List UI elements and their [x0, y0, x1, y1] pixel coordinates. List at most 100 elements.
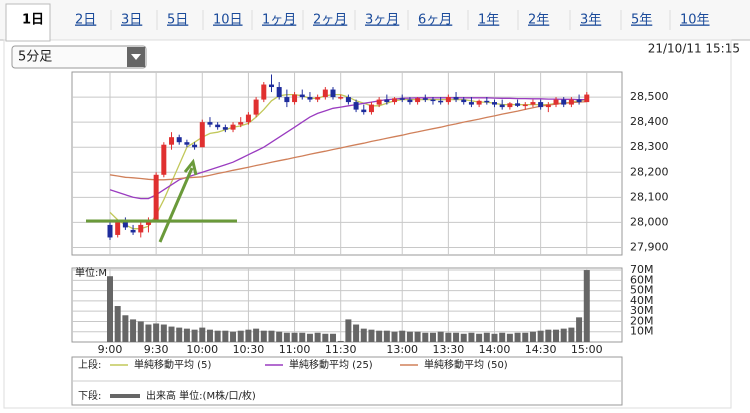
volume-bar [145, 324, 152, 342]
legend-label: 出来高 単位:(M株/口/枚) [146, 389, 256, 402]
legend-label: 単純移動平均 (25) [289, 358, 373, 371]
candle-body [322, 89, 328, 98]
candle-body [453, 97, 459, 100]
candle-body [330, 89, 336, 98]
candle-body [415, 98, 421, 103]
candle-body [222, 127, 228, 130]
volume-bar [553, 329, 560, 342]
volume-bar [130, 319, 137, 342]
tab[interactable]: 2日 [75, 13, 96, 28]
x-tick-label: 10:00 [186, 343, 218, 356]
candle-body [115, 222, 121, 235]
legend-upper: 上段: [78, 358, 101, 371]
candle-body [299, 94, 305, 98]
legend-lower: 下段: [78, 389, 101, 402]
candle-body [568, 99, 574, 105]
tab[interactable]: 10年 [680, 13, 710, 28]
volume-bar [337, 340, 344, 342]
volume-bar [545, 329, 552, 342]
candle-body [192, 144, 198, 148]
volume-bar [406, 331, 413, 342]
candle-body [476, 100, 482, 105]
tab[interactable]: 5年 [631, 13, 652, 28]
x-tick-label: 11:30 [325, 343, 357, 356]
volume-bar [237, 330, 244, 342]
candle-body [276, 87, 282, 98]
tab[interactable]: 1年 [478, 13, 499, 28]
volume-bar [445, 332, 452, 342]
candle-body [169, 137, 175, 145]
candle-body [430, 99, 436, 102]
x-tick-label: 13:00 [386, 343, 418, 356]
volume-tick-label: 50M [630, 284, 654, 297]
tab[interactable]: 5日 [167, 13, 188, 28]
volume-bar [537, 330, 544, 342]
dropdown-label[interactable]: 5分足 [18, 50, 52, 65]
candle-body [207, 122, 213, 125]
volume-bar [414, 331, 421, 342]
volume-bar [522, 332, 529, 342]
candle-body [499, 104, 505, 108]
volume-tick-label: 20M [630, 314, 654, 327]
candle-body [161, 144, 167, 175]
candle-body [422, 98, 428, 100]
candle-body [253, 99, 259, 115]
volume-bar [330, 333, 337, 342]
candle-body [122, 222, 128, 228]
candle-body [361, 109, 367, 113]
legend-label: 単純移動平均 (50) [424, 358, 508, 371]
volume-bar [476, 333, 483, 342]
tab[interactable]: 2年 [528, 13, 549, 28]
candle-body [530, 102, 536, 105]
tab[interactable]: 1日 [22, 13, 44, 28]
candle-body [268, 84, 274, 88]
volume-bar [214, 330, 221, 342]
volume-bar [260, 330, 267, 342]
candle-body [107, 224, 113, 238]
volume-bar [299, 332, 306, 342]
x-tick-label: 11:00 [279, 343, 311, 356]
y-tick-label: 28,200 [630, 165, 669, 178]
tab[interactable]: 1ヶ月 [262, 13, 296, 28]
candle-body [315, 97, 321, 100]
timestamp: 21/10/11 15:15 [648, 42, 740, 56]
tab[interactable]: 3ヶ月 [365, 13, 399, 28]
x-tick-label: 13:30 [433, 343, 465, 356]
tab[interactable]: 2ヶ月 [313, 13, 347, 28]
candle-body [538, 102, 544, 108]
candle-body [461, 99, 467, 103]
volume-bar [345, 319, 352, 342]
x-tick-label: 15:00 [571, 343, 603, 356]
tab[interactable]: 6ヶ月 [418, 13, 452, 28]
tab[interactable]: 10日 [213, 13, 243, 28]
volume-bar [422, 332, 429, 342]
x-tick-label: 9:00 [98, 343, 123, 356]
volume-bar [399, 330, 406, 342]
tab[interactable]: 3日 [121, 13, 142, 28]
volume-bar [583, 270, 590, 342]
tab[interactable]: 3年 [580, 13, 601, 28]
volume-bar [176, 327, 183, 342]
volume-bar [376, 330, 383, 342]
volume-bar [291, 332, 298, 342]
volume-bar [322, 333, 329, 342]
volume-bar [222, 330, 229, 342]
y-tick-label: 28,100 [630, 190, 669, 203]
volume-bar [137, 321, 144, 342]
volume-bar [514, 332, 521, 342]
volume-bar [391, 331, 398, 342]
volume-bar [453, 332, 460, 342]
candle-body [153, 174, 159, 220]
candle-body [484, 100, 490, 103]
tab-bar [0, 0, 750, 40]
legend-label: 単純移動平均 (5) [134, 358, 211, 371]
volume-bar [368, 329, 375, 342]
volume-bar [114, 306, 121, 342]
volume-bar [183, 328, 190, 342]
y-tick-label: 28,000 [630, 215, 669, 228]
volume-bar [529, 331, 536, 342]
candle-body [338, 97, 344, 99]
dropdown[interactable] [11, 45, 147, 69]
volume-bar [560, 328, 567, 342]
